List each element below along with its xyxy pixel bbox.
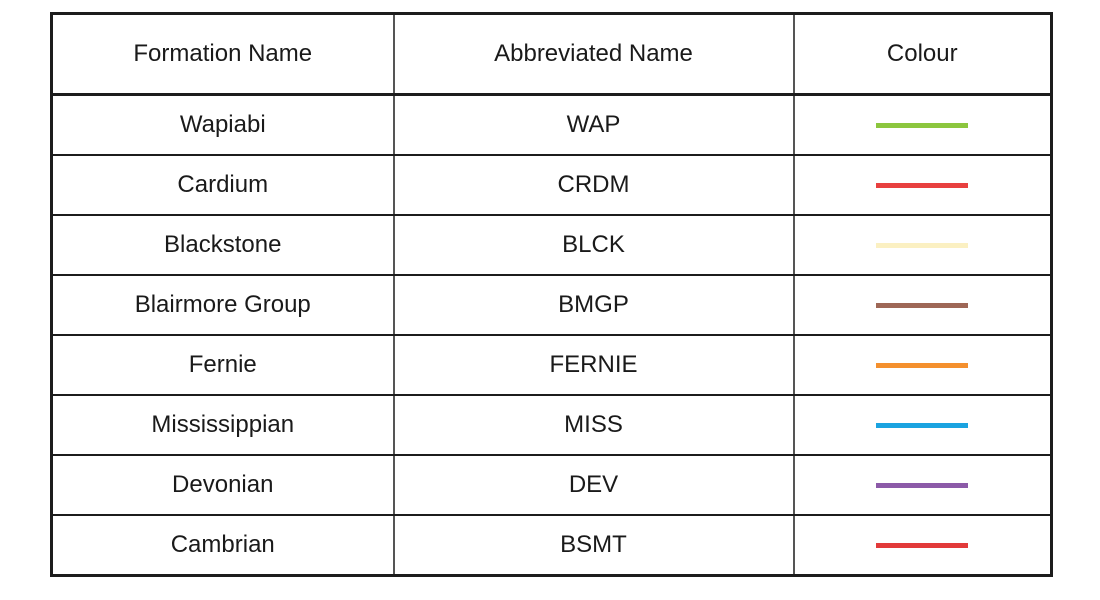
formation-name-cell: Wapiabi [50, 94, 395, 156]
abbreviated-name-cell: CRDM [392, 155, 795, 216]
colour-cell [792, 335, 1053, 396]
colour-cell [792, 455, 1053, 516]
abbreviated-name-cell: FERNIE [392, 335, 795, 396]
table-row: Fernie FERNIE [50, 335, 1053, 396]
colour-swatch-line [876, 543, 969, 549]
table-row: Wapiabi WAP [50, 94, 1053, 156]
colour-swatch-line [876, 183, 969, 189]
abbreviated-name-cell: BMGP [392, 275, 795, 336]
colour-cell [792, 515, 1053, 576]
formation-name-cell: Fernie [50, 335, 395, 396]
header-colour: Colour [792, 13, 1053, 96]
formation-name-cell: Blairmore Group [50, 275, 395, 336]
formation-name-cell: Blackstone [50, 215, 395, 276]
abbreviated-name-cell: WAP [392, 94, 795, 156]
formation-name-cell: Cambrian [50, 515, 395, 576]
table-row: Devonian DEV [50, 455, 1053, 516]
abbreviated-name-cell: BLCK [392, 215, 795, 276]
table-body: Wapiabi WAP Cardium CRDM Blackstone BLCK Blair… [50, 94, 1053, 576]
header-abbreviated-name: Abbreviated Name [392, 13, 795, 96]
table-row: Cardium CRDM [50, 155, 1053, 216]
abbreviated-name-cell: MISS [392, 395, 795, 456]
table-header: Formation Name Abbreviated Name Colour [50, 13, 1053, 96]
abbreviated-name-cell: BSMT [392, 515, 795, 576]
formation-name-cell: Mississippian [50, 395, 395, 456]
abbreviated-name-cell: DEV [392, 455, 795, 516]
colour-cell [792, 94, 1053, 156]
colour-swatch-line [876, 123, 969, 129]
table-row: Mississippian MISS [50, 395, 1053, 456]
header-formation-name: Formation Name [50, 13, 395, 96]
colour-cell [792, 155, 1053, 216]
colour-swatch-line [876, 423, 969, 429]
colour-swatch-line [876, 243, 969, 249]
colour-swatch-line [876, 363, 969, 369]
colour-swatch-line [876, 483, 969, 489]
table-row: Cambrian BSMT [50, 515, 1053, 576]
formation-legend-table: Formation Name Abbreviated Name Colour W… [50, 12, 1053, 577]
colour-cell [792, 395, 1053, 456]
table-row: Blackstone BLCK [50, 215, 1053, 276]
colour-cell [792, 275, 1053, 336]
colour-swatch-line [876, 303, 969, 309]
formation-name-cell: Devonian [50, 455, 395, 516]
colour-cell [792, 215, 1053, 276]
header-row: Formation Name Abbreviated Name Colour [50, 13, 1053, 96]
formation-name-cell: Cardium [50, 155, 395, 216]
table-row: Blairmore Group BMGP [50, 275, 1053, 336]
